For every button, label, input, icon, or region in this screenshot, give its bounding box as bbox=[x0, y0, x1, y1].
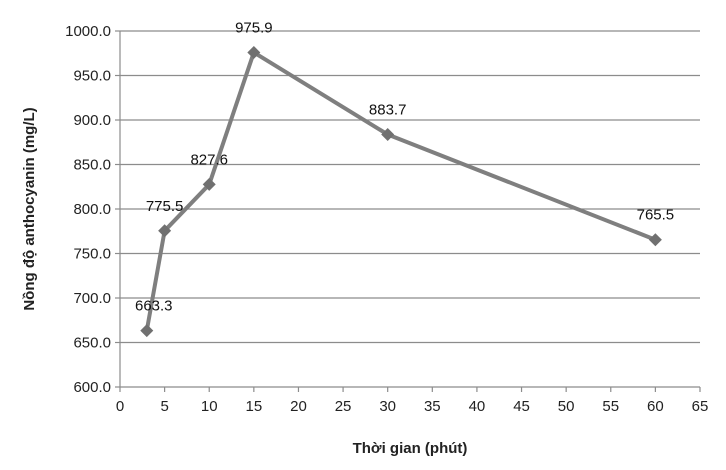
series-line bbox=[144, 50, 657, 332]
y-tick-label: 650.0 bbox=[73, 335, 111, 352]
data-label: 775.5 bbox=[146, 198, 184, 215]
x-tick-label: 15 bbox=[246, 398, 263, 415]
y-tick-label: 950.0 bbox=[73, 68, 111, 85]
data-label: 883.7 bbox=[369, 102, 407, 119]
data-point-marker bbox=[381, 128, 395, 142]
y-tick-label: 850.0 bbox=[73, 157, 111, 174]
x-tick-label: 35 bbox=[424, 398, 441, 415]
x-tick-label: 45 bbox=[513, 398, 530, 415]
x-axis-title: Thời gian (phút) bbox=[353, 440, 468, 457]
y-tick-label: 900.0 bbox=[73, 112, 111, 129]
x-tick-label: 5 bbox=[160, 398, 168, 415]
data-point-marker bbox=[202, 177, 216, 191]
y-axis-title: Nồng độ anthocyanin (mg/L) bbox=[21, 107, 38, 310]
y-tick-label: 1000.0 bbox=[65, 23, 111, 40]
x-ticks: 0 5 10 15 20 25 30 35 40 45 50 55 60 65 bbox=[116, 387, 709, 415]
series bbox=[144, 50, 657, 332]
x-tick-label: 25 bbox=[335, 398, 352, 415]
data-label: 765.5 bbox=[637, 207, 675, 224]
y-tick-label: 600.0 bbox=[73, 379, 111, 396]
x-tick-label: 60 bbox=[647, 398, 664, 415]
x-tick-label: 40 bbox=[469, 398, 486, 415]
y-ticks: 600.0 650.0 700.0 750.0 800.0 850.0 900.0 950.0… bbox=[65, 23, 120, 396]
data-point-marker bbox=[140, 324, 154, 338]
x-tick-label: 0 bbox=[116, 398, 124, 415]
data-label: 663.3 bbox=[135, 298, 173, 315]
data-points bbox=[140, 45, 662, 338]
x-tick-label: 50 bbox=[558, 398, 575, 415]
data-labels: 663.3 775.5 827.6 975.9 883.7 765.5 bbox=[135, 19, 674, 314]
data-label: 827.6 bbox=[190, 151, 228, 168]
y-tick-label: 700.0 bbox=[73, 290, 111, 307]
x-tick-label: 10 bbox=[201, 398, 218, 415]
data-point-marker bbox=[158, 224, 172, 238]
x-tick-label: 65 bbox=[692, 398, 709, 415]
y-tick-label: 750.0 bbox=[73, 246, 111, 263]
x-tick-label: 55 bbox=[602, 398, 619, 415]
y-tick-label: 800.0 bbox=[73, 201, 111, 218]
x-tick-label: 30 bbox=[379, 398, 396, 415]
data-label: 975.9 bbox=[235, 19, 273, 36]
data-point-marker bbox=[247, 45, 261, 59]
x-tick-label: 20 bbox=[290, 398, 307, 415]
data-point-marker bbox=[648, 233, 662, 247]
